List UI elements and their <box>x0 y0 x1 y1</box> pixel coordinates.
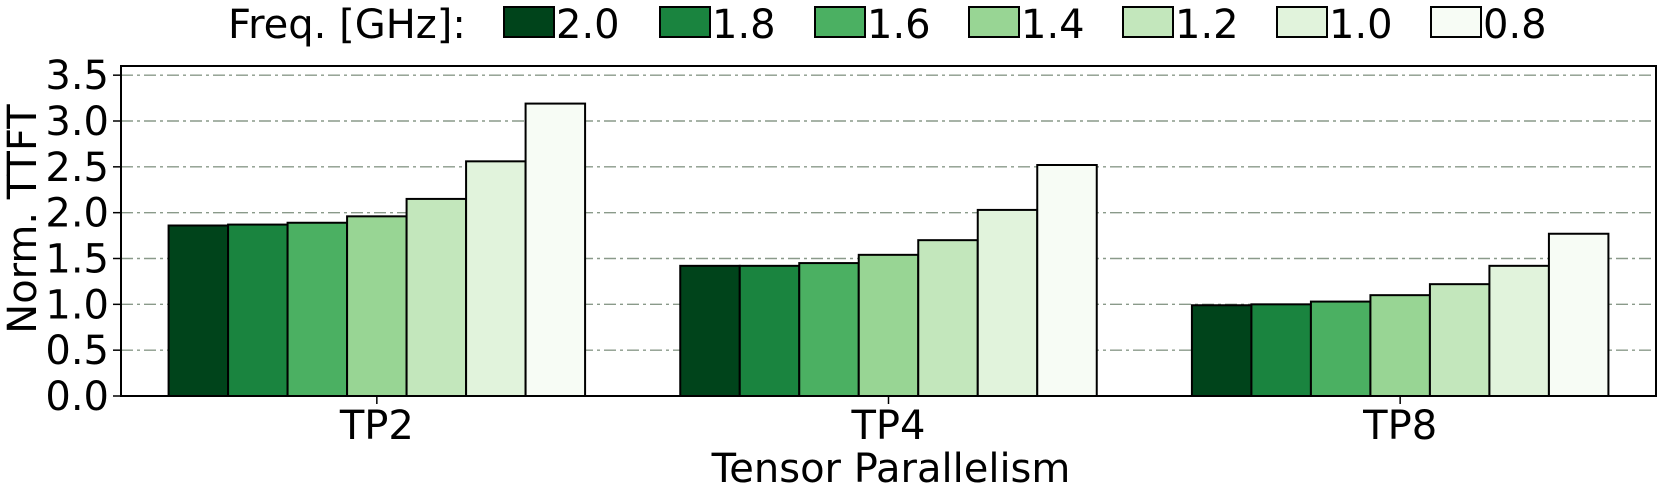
bar-tp4-1-6 <box>798 262 860 398</box>
y-tick-label: 0.5 <box>45 328 109 374</box>
legend-label-0-8: 0.8 <box>1483 2 1547 48</box>
bar-tp2-1-4 <box>346 215 408 397</box>
bar-tp2-0-8 <box>524 102 587 397</box>
legend-title: Freq. [GHz]: <box>228 2 466 48</box>
legend-label-2-0: 2.0 <box>556 2 620 48</box>
bar-tp4-2-0 <box>679 264 741 398</box>
y-tick-label: 3.0 <box>45 99 109 145</box>
bar-tp2-1-6 <box>286 221 349 397</box>
bar-tp2-1-8 <box>227 223 289 397</box>
y-tick-label: 0.0 <box>45 374 109 420</box>
axes: 0.00.51.01.52.02.53.03.5 TP2 TP4 TP8 <box>45 53 1657 449</box>
legend-swatch-1-0 <box>1276 6 1328 38</box>
legend-label-1-2: 1.2 <box>1175 2 1239 48</box>
legend-swatch-1-8 <box>659 6 711 38</box>
bar-tp4-1-8 <box>738 264 801 398</box>
bars <box>167 102 1610 398</box>
bar-tp8-1-2 <box>1428 283 1491 397</box>
x-tick-label: TP2 <box>339 403 414 449</box>
bar-tp4-1-2 <box>917 239 979 397</box>
legend-swatch-0-8 <box>1430 6 1482 38</box>
legend-swatch-1-4 <box>968 6 1020 38</box>
bar-tp2-1-0 <box>465 160 527 397</box>
legend-swatch-1-6 <box>814 6 866 38</box>
bar-tp8-2-0 <box>1190 304 1253 397</box>
bar-tp2-2-0 <box>167 224 230 397</box>
legend-label-1-6: 1.6 <box>867 2 931 48</box>
legend-swatch-2-0 <box>503 6 555 38</box>
legend-label-1-8: 1.8 <box>712 2 776 48</box>
y-axis-label: Norm. TTFT <box>0 104 46 334</box>
legend-swatch-1-2 <box>1122 6 1174 38</box>
bar-tp8-1-8 <box>1250 303 1312 398</box>
legend: Freq. [GHz]: 2.0 1.8 1.6 1.4 1.2 1.0 0.8 <box>228 2 1547 48</box>
x-axis-label: Tensor Parallelism <box>711 446 1071 492</box>
bar-tp4-0-8 <box>1036 164 1098 397</box>
legend-label-1-0: 1.0 <box>1329 2 1393 48</box>
x-tick-label: TP4 <box>850 403 925 449</box>
x-tick-label: TP8 <box>1362 403 1437 449</box>
bar-tp8-1-0 <box>1488 264 1550 398</box>
bar-tp8-1-6 <box>1309 300 1372 398</box>
y-tick-label: 1.5 <box>45 237 109 283</box>
bar-tp4-1-0 <box>976 208 1039 397</box>
y-tick-label: 1.0 <box>45 282 109 328</box>
y-tick-label: 3.5 <box>45 53 109 99</box>
legend-label-1-4: 1.4 <box>1021 2 1085 48</box>
bar-tp8-1-4 <box>1369 294 1431 397</box>
bar-tp2-1-2 <box>405 197 468 397</box>
y-tick-label: 2.5 <box>45 145 109 191</box>
bar-tp4-1-4 <box>857 253 920 397</box>
y-tick-label: 2.0 <box>45 191 109 237</box>
plot-frame <box>120 65 1657 397</box>
bar-tp8-0-8 <box>1547 232 1610 397</box>
